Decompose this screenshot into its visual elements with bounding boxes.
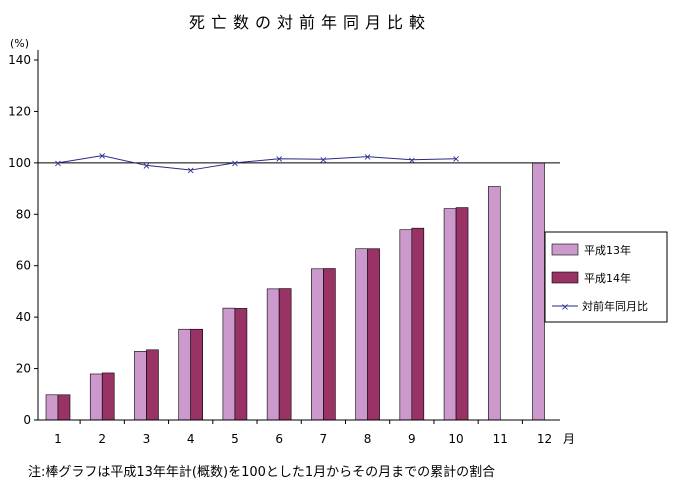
x-tick-label: 5: [231, 432, 239, 446]
bar-h14: [190, 328, 203, 421]
ratio-line-path: [57, 155, 457, 171]
bar-h14: [323, 268, 336, 421]
bar-h14: [411, 227, 425, 421]
x-axis-unit: 月: [563, 432, 575, 446]
ratio-point: ×: [408, 155, 416, 166]
bar-h14: [101, 372, 115, 421]
ratio-line-series: × × × × × × × × × ×: [54, 151, 460, 176]
bar-h14: [146, 349, 159, 421]
x-tick-label: 9: [408, 432, 416, 446]
ratio-point: ×: [231, 158, 239, 169]
x-axis-ticks: 1 2 3 4 5 6 7 8 9 10 11 12: [54, 420, 552, 446]
y-tick-label: 40: [16, 310, 31, 324]
x-tick-label: 1: [54, 432, 62, 446]
y-tick-label: 80: [16, 207, 31, 221]
ratio-point: ×: [98, 151, 106, 162]
legend-label-h14: 平成14年: [584, 271, 631, 285]
bar-h13: [266, 288, 280, 421]
x-tick-label: 10: [448, 432, 463, 446]
y-axis-ticks: 0 20 40 60 80 100 120 140: [8, 53, 38, 427]
bar-h13: [134, 351, 147, 421]
ratio-point: ×: [186, 166, 194, 177]
x-tick-label: 6: [275, 432, 283, 446]
bar-h13: [45, 394, 59, 421]
y-axis-unit: (%): [10, 37, 29, 50]
bar-h13: [443, 208, 457, 421]
ratio-point: ×: [54, 158, 62, 169]
bar-h13: [178, 328, 191, 421]
chart-note: 注:棒グラフは平成13年年計(概数)を100とした1月からその月までの累計の割合: [28, 464, 495, 480]
legend-swatch-h13: [551, 243, 579, 256]
x-tick-label: 8: [364, 432, 372, 446]
y-tick-label: 0: [23, 413, 31, 427]
x-tick-label: 11: [493, 432, 508, 446]
bar-h14: [234, 308, 248, 421]
bar-h13: [89, 373, 103, 421]
chart-title: 死亡数の対前年同月比較: [189, 13, 431, 32]
legend: 平成13年 平成14年 × 対前年同月比: [544, 231, 668, 323]
y-tick-label: 60: [16, 259, 31, 273]
bar-h13: [399, 229, 413, 421]
x-tick-label: 3: [143, 432, 151, 446]
x-tick-label: 7: [320, 432, 328, 446]
bar-series: [45, 162, 545, 421]
ratio-point: ×: [275, 154, 283, 165]
ratio-point: ×: [319, 155, 327, 166]
y-tick-label: 140: [8, 53, 31, 67]
legend-label-h13: 平成13年: [584, 243, 631, 257]
ratio-point: ×: [142, 161, 150, 172]
bar-h13: [222, 307, 236, 421]
y-tick-label: 20: [16, 362, 31, 376]
bar-h14: [367, 248, 380, 421]
ratio-point: ×: [452, 154, 460, 165]
x-tick-label: 12: [537, 432, 552, 446]
bar-h14: [455, 207, 469, 421]
bar-h13: [311, 268, 324, 421]
legend-label-ratio: 対前年同月比: [582, 299, 648, 313]
legend-marker-ratio: ×: [561, 302, 569, 313]
bar-h14: [278, 288, 292, 421]
legend-swatch-h14: [551, 271, 579, 284]
bar-h13: [355, 248, 368, 421]
bar-h13: [487, 186, 501, 421]
y-tick-label: 100: [8, 156, 31, 170]
x-tick-label: 4: [187, 432, 195, 446]
y-tick-label: 120: [8, 104, 31, 118]
x-tick-label: 2: [98, 432, 106, 446]
ratio-point: ×: [363, 152, 371, 163]
bar-h13: [532, 162, 545, 421]
bar-h14: [57, 394, 71, 421]
